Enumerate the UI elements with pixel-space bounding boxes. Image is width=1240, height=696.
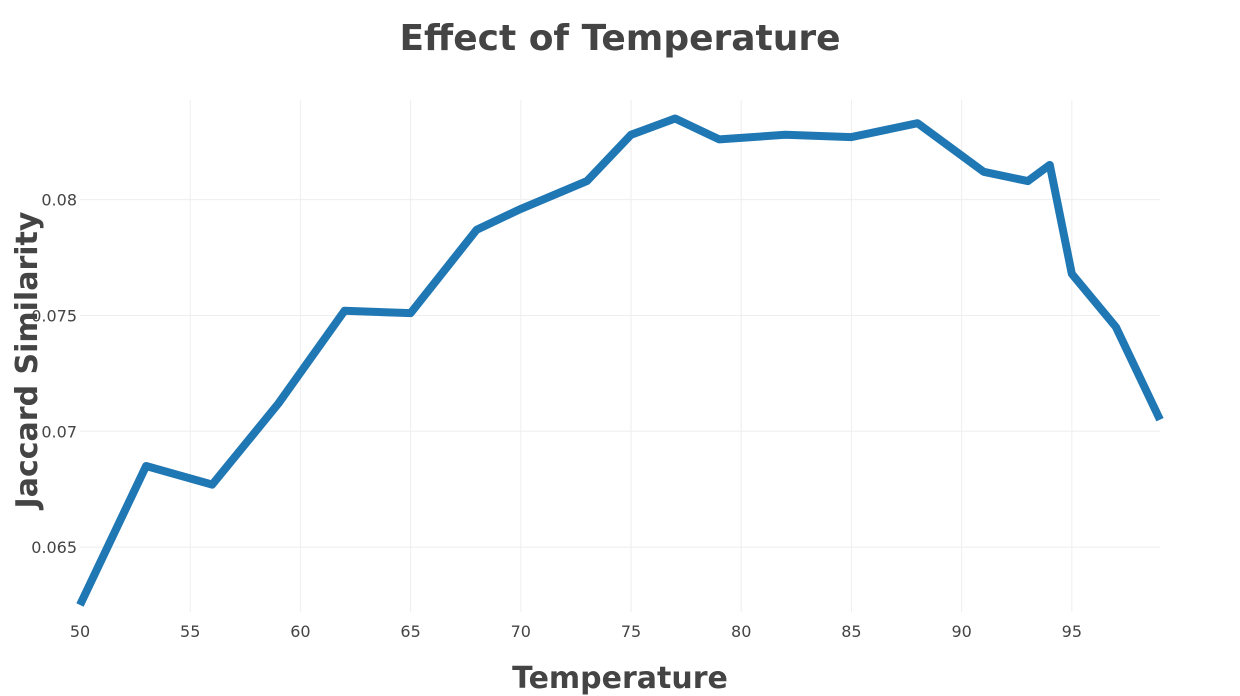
x-tick-label: 95 <box>1062 622 1082 641</box>
x-tick-label: 75 <box>621 622 641 641</box>
x-tick-label: 80 <box>731 622 751 641</box>
x-tick-label: 70 <box>511 622 531 641</box>
axis-ticks: 50 55 60 65 70 75 80 85 90 95 0.065 0.07 0.075 0.08 <box>31 191 1082 641</box>
y-tick-label: 0.07 <box>41 422 77 441</box>
x-tick-label: 65 <box>400 622 420 641</box>
y-axis-title: Jaccard Similarity <box>10 211 45 510</box>
y-tick-label: 0.065 <box>31 538 77 557</box>
x-tick-label: 55 <box>180 622 200 641</box>
x-tick-label: 50 <box>70 622 90 641</box>
x-tick-label: 90 <box>951 622 971 641</box>
series-line <box>76 114 1164 607</box>
x-tick-label: 60 <box>290 622 310 641</box>
chart-title: Effect of Temperature <box>399 18 840 59</box>
y-tick-label: 0.08 <box>41 191 77 210</box>
x-axis-title: Temperature <box>512 661 728 696</box>
x-tick-label: 85 <box>841 622 861 641</box>
y-tick-label: 0.075 <box>31 306 77 325</box>
